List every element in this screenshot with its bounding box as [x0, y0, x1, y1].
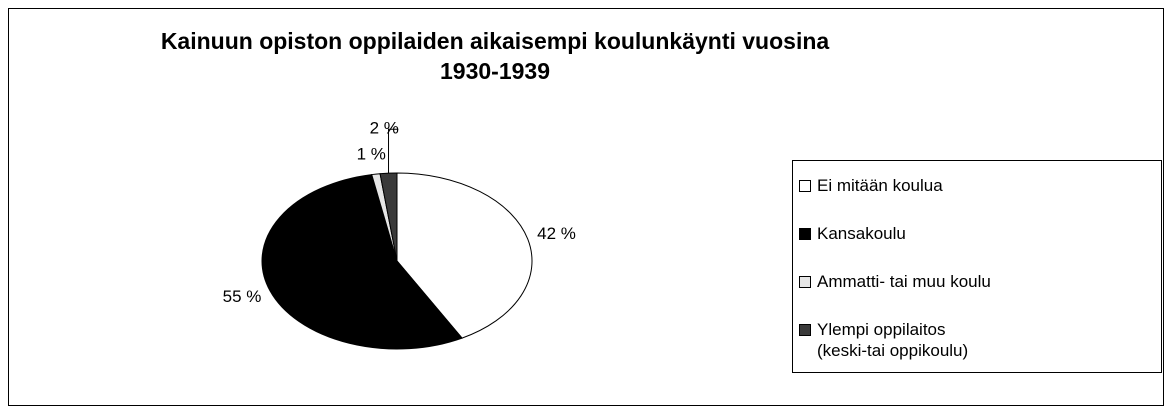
- data-label: 55 %: [223, 287, 262, 306]
- data-label: 42 %: [537, 224, 576, 243]
- legend-item: Ylempi oppilaitos (keski-tai oppikoulu): [799, 319, 1155, 361]
- legend-label: Ammatti- tai muu koulu: [817, 272, 991, 291]
- legend-swatch: [799, 228, 811, 240]
- legend-label: Ei mitään koulua: [817, 176, 943, 195]
- pie-area: 42 % 55 % 1 % 2 %: [223, 119, 576, 350]
- legend-item: Kansakoulu: [799, 223, 1155, 244]
- legend-swatch: [799, 324, 811, 336]
- pie-slice: [396, 172, 533, 339]
- legend-item: Ei mitään koulua: [799, 175, 1155, 196]
- chart-title: Kainuun opiston oppilaiden aikaisempi ko…: [160, 28, 830, 84]
- legend-label: Ylempi oppilaitos (keski-tai oppikoulu): [817, 320, 969, 360]
- legend-label: Kansakoulu: [817, 224, 906, 243]
- leader-line: [388, 128, 399, 174]
- legend-item: Ammatti- tai muu koulu: [799, 271, 1155, 292]
- pie-slice: [379, 172, 398, 262]
- legend-swatch: [799, 276, 811, 288]
- data-label: 1 %: [357, 144, 386, 163]
- pie-slice: [261, 174, 463, 350]
- legend: Ei mitään koulua Kansakoulu Ammatti- tai m…: [792, 160, 1162, 373]
- chart-frame: [8, 8, 1164, 406]
- legend-swatch: [799, 180, 811, 192]
- data-label: 2 %: [370, 119, 399, 138]
